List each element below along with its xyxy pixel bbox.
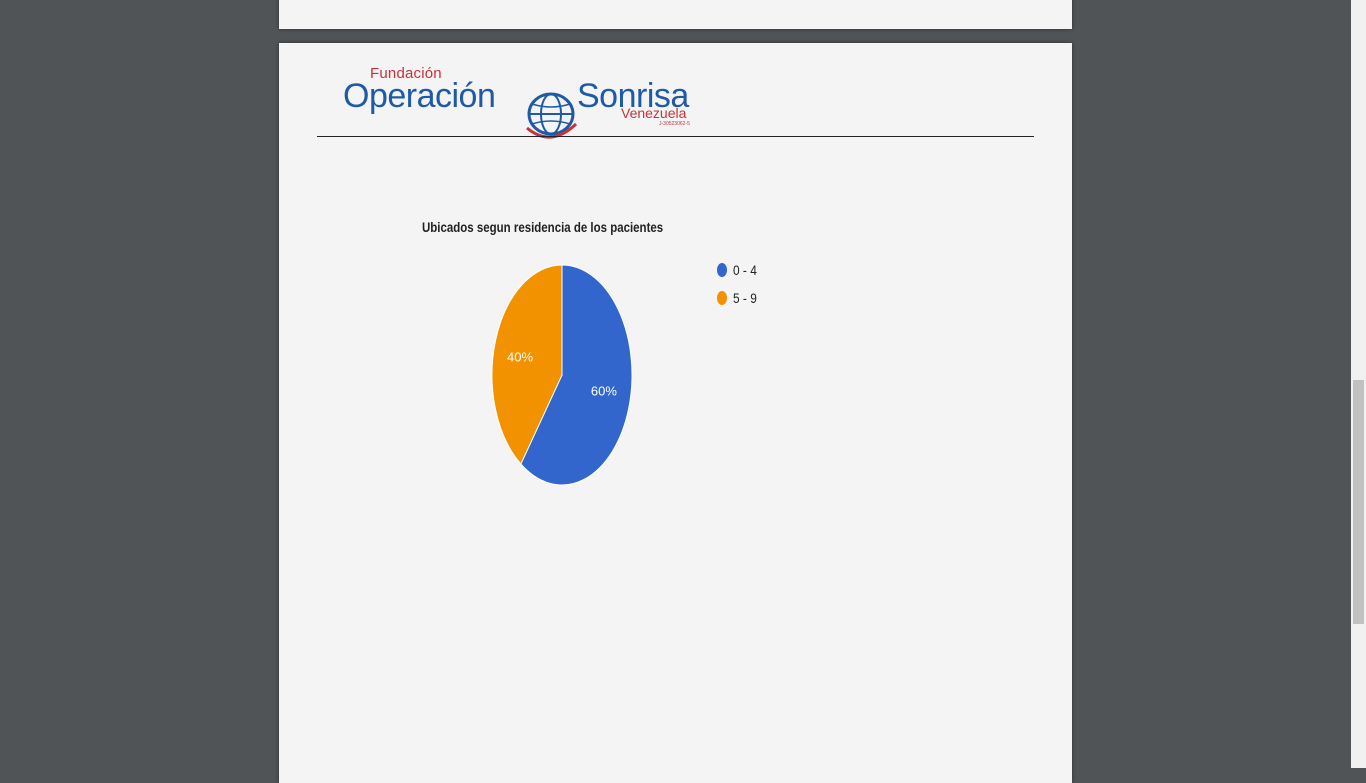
pie-chart: 60% 40% xyxy=(491,264,633,486)
document-page: Fundación Operación Sonrisa Venezuela J-… xyxy=(279,43,1072,783)
pie-slice-label-2: 40% xyxy=(507,349,533,364)
vertical-scrollbar[interactable] xyxy=(1351,0,1366,768)
header-divider xyxy=(317,136,1034,137)
logo-operacion-text: Operación xyxy=(343,77,496,115)
scrollbar-thumb[interactable] xyxy=(1353,380,1364,624)
logo-rif-text: J-30523062-5 xyxy=(659,121,690,127)
legend-swatch xyxy=(717,263,727,277)
pie-slice-label-1: 60% xyxy=(591,383,617,398)
legend-swatch xyxy=(717,291,727,305)
document-viewer: Fundación Operación Sonrisa Venezuela J-… xyxy=(279,0,1072,783)
globe-icon xyxy=(526,92,578,139)
logo-sonrisa-text: Sonrisa xyxy=(577,77,689,115)
fundacion-logo: Fundación Operación Sonrisa Venezuela J-… xyxy=(343,63,707,139)
pie-slice-1 xyxy=(520,264,633,486)
previous-page xyxy=(279,0,1072,29)
logo-fundacion-text: Fundación xyxy=(370,65,442,82)
chart-title: Ubicados segun residencia de los pacient… xyxy=(422,219,664,235)
logo-venezuela-text: Venezuela xyxy=(621,105,687,121)
pie-slice-2 xyxy=(491,264,563,465)
legend-label: 5 - 9 xyxy=(733,290,757,306)
legend-label: 0 - 4 xyxy=(733,262,757,278)
